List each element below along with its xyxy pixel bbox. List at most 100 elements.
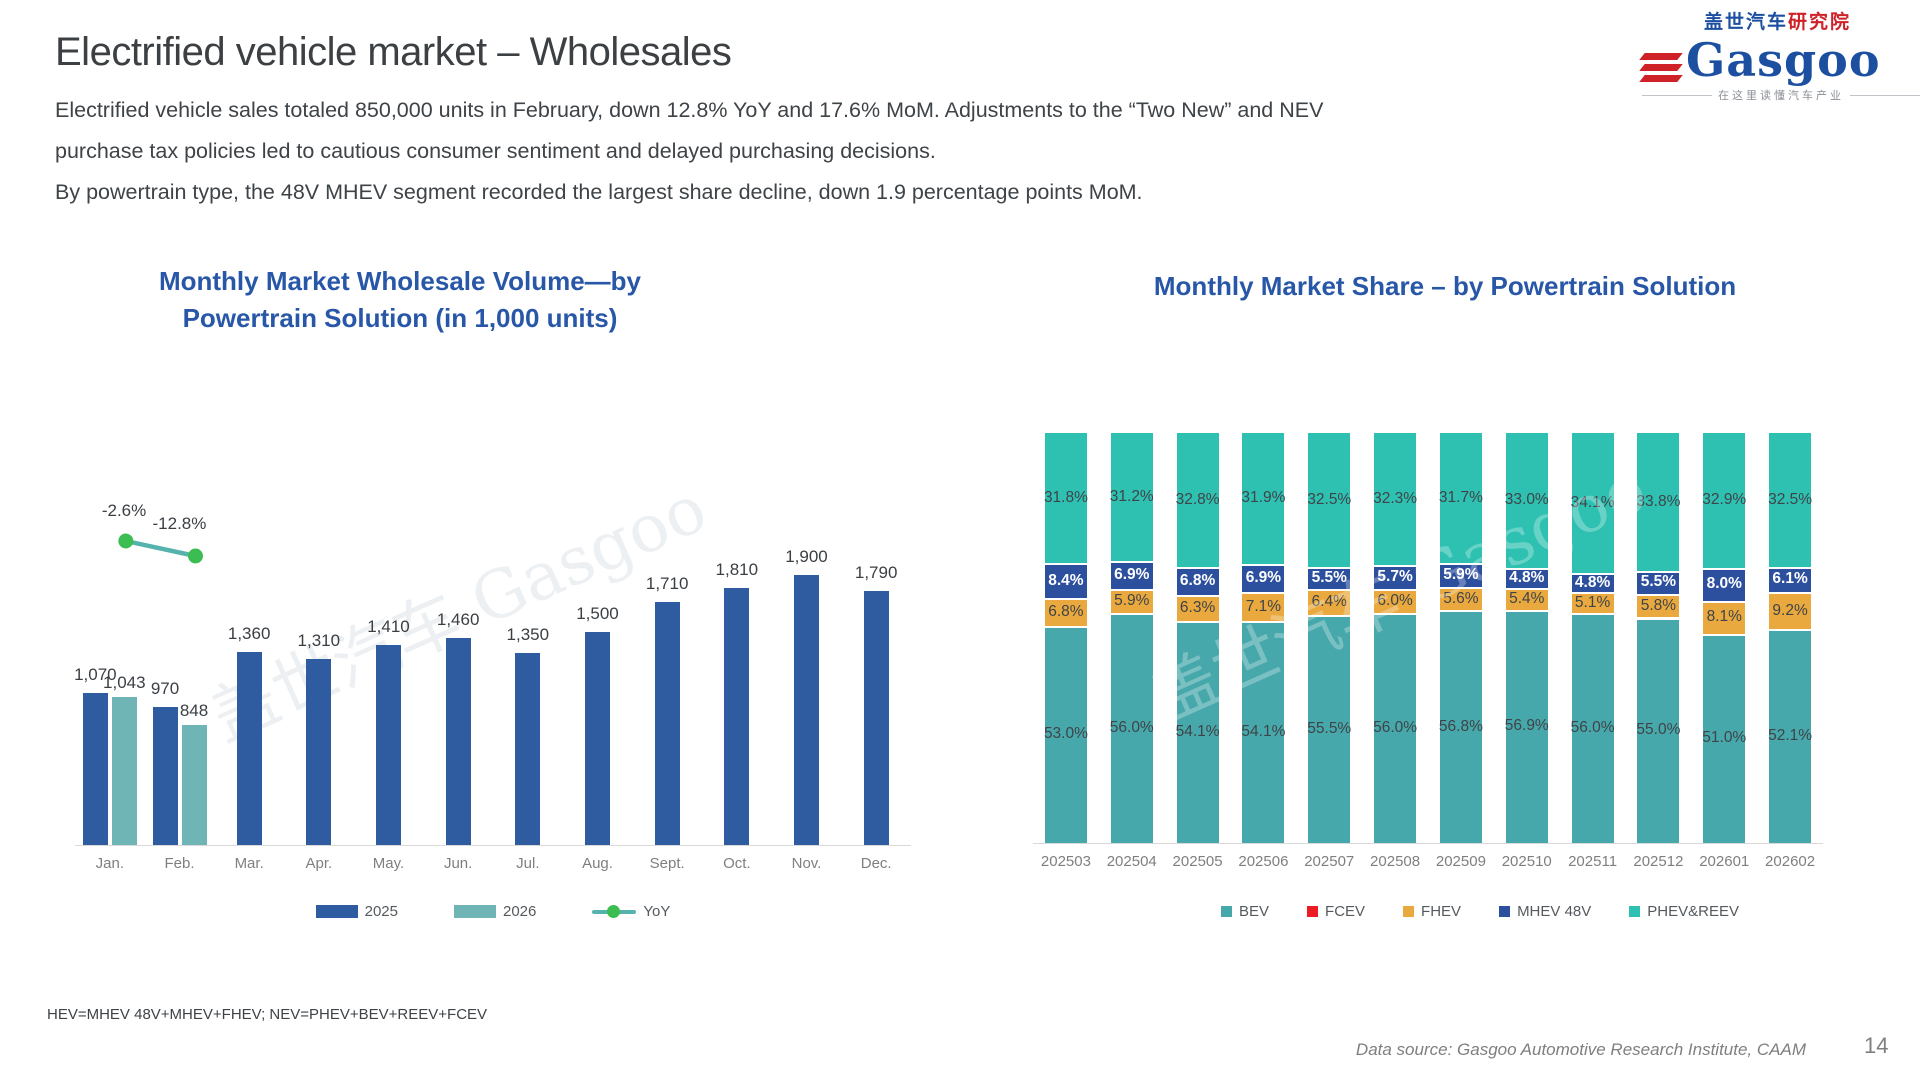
bar-2025-Feb. xyxy=(152,707,178,845)
segment-label-BEV-202505: 54.1% xyxy=(1175,723,1220,741)
bar-value-2025-Oct.: 1,810 xyxy=(715,560,759,579)
legend-swatch-phevreev xyxy=(1629,906,1641,917)
gasgoo-logo: 盖世汽车研究院 Gasgoo 在这里读懂汽车产业 xyxy=(1639,12,1920,103)
bar-2025-May. xyxy=(376,645,401,845)
summary-line-2: purchase tax policies led to cautious co… xyxy=(55,139,936,163)
legend-label-bev: BEV xyxy=(1239,903,1270,920)
logo-wordmark: Gasgoo xyxy=(1686,33,1881,87)
bar-2025-Sept. xyxy=(654,602,680,845)
x-axis-label-Nov.: Nov. xyxy=(791,855,822,872)
share-chart-title: Monthly Market Share – by Powertrain Sol… xyxy=(1153,271,1737,301)
segment-FHEV-202512 xyxy=(1637,593,1680,618)
x-axis-label-Mar.: Mar. xyxy=(234,855,264,872)
segment-label-PHEV&REEV-202601: 32.9% xyxy=(1702,491,1747,509)
bar-value-2025-Jun.: 1,460 xyxy=(436,610,480,629)
segment-FHEV-202510 xyxy=(1505,587,1548,610)
segment-BEV-202506 xyxy=(1242,621,1285,843)
legend-item-bev: BEV xyxy=(1221,903,1269,920)
segment-MHEV 48V-202505 xyxy=(1176,567,1219,596)
bar-2026-Feb. xyxy=(181,725,207,845)
segment-FHEV-202509 xyxy=(1439,587,1482,611)
segment-label-FHEV-202511: 5.1% xyxy=(1574,593,1611,611)
x-axis-label-Jul.: Jul. xyxy=(516,855,540,872)
segment-label-PHEV&REEV-202507: 32.5% xyxy=(1307,491,1352,509)
x-axis-label-Oct.: Oct. xyxy=(723,855,751,872)
bar-value-2025-Mar.: 1,360 xyxy=(227,624,271,643)
segment-label-FHEV-202503: 6.8% xyxy=(1048,602,1084,620)
legend-label-mhev48v: MHEV 48V xyxy=(1517,903,1592,920)
segment-label-MHEV 48V-202503: 8.4% xyxy=(1048,571,1084,589)
segment-label-FHEV-202507: 6.4% xyxy=(1311,593,1347,611)
segment-label-PHEV&REEV-202510: 33.0% xyxy=(1504,491,1549,509)
bar-2025-Nov. xyxy=(794,575,819,845)
segment-label-FHEV-202509: 5.6% xyxy=(1443,589,1479,607)
segment-PHEV&REEV-202512 xyxy=(1637,432,1680,572)
logo-chinese-title: 盖世汽车研究院 xyxy=(1704,12,1920,34)
yoy-label-Jan: -2.6% xyxy=(101,501,147,520)
legend-label-2025: 2025 xyxy=(364,903,398,920)
bar-2026-Jan. xyxy=(111,697,137,845)
segment-label-PHEV&REEV-202508: 32.3% xyxy=(1373,490,1418,508)
x-axis-label-202505: 202505 xyxy=(1172,853,1223,870)
segment-FHEV-202602 xyxy=(1769,591,1812,630)
x-axis-label-Dec.: Dec. xyxy=(860,855,892,872)
segment-FHEV-202505 xyxy=(1176,595,1219,622)
segment-label-FHEV-202512: 5.8% xyxy=(1640,596,1677,614)
legend-item-fcev: FCEV xyxy=(1307,903,1365,920)
segment-PHEV&REEV-202503 xyxy=(1044,433,1087,564)
volume-plot: Jan. Feb. Mar. Apr. May. Jun. Jul. Aug. Sept. Oct… xyxy=(74,400,911,872)
bar-value-2025-Nov.: 1,900 xyxy=(785,547,828,566)
summary-line-3: By powertrain type, the 48V MHEV segment… xyxy=(55,180,1143,204)
segment-label-BEV-202507: 55.5% xyxy=(1307,720,1352,738)
bar-2025-Oct. xyxy=(724,588,750,845)
segment-FHEV-202503 xyxy=(1044,597,1087,626)
segment-label-PHEV&REEV-202504: 31.2% xyxy=(1109,487,1154,505)
segment-label-MHEV 48V-202511: 4.8% xyxy=(1574,573,1611,591)
segment-MHEV 48V-202507 xyxy=(1308,566,1351,590)
x-axis-label-202504: 202504 xyxy=(1106,853,1157,870)
bar-2025-Jun. xyxy=(445,638,471,845)
x-axis-label-Sept.: Sept. xyxy=(649,855,685,872)
segment-BEV-202511 xyxy=(1571,613,1614,843)
x-axis-label-Apr.: Apr. xyxy=(305,855,333,872)
segment-label-MHEV 48V-202510: 4.8% xyxy=(1509,568,1545,586)
segment-label-FHEV-202504: 5.9% xyxy=(1114,592,1150,610)
legend-item-yoy: YoY xyxy=(592,903,670,920)
bar-2025-Apr. xyxy=(306,659,332,845)
legend-item-2025: 2025 xyxy=(315,903,398,920)
bar-value-2026-Feb.: 848 xyxy=(179,701,209,720)
segment-label-BEV-202512: 55.0% xyxy=(1636,721,1681,739)
footnote: HEV=MHEV 48V+MHEV+FHEV; NEV=PHEV+BEV+REE… xyxy=(47,1006,488,1023)
legend-item-phevreev: PHEV&REEV xyxy=(1629,903,1739,920)
legend-yoy-line-icon xyxy=(592,905,637,918)
x-axis-label-202511: 202511 xyxy=(1568,853,1618,870)
x-axis-label-202601: 202601 xyxy=(1699,853,1750,870)
segment-label-FHEV-202505: 6.3% xyxy=(1179,599,1216,617)
legend-swatch-fcev xyxy=(1307,906,1319,917)
segment-BEV-202508 xyxy=(1374,613,1417,843)
segment-label-BEV-202602: 52.1% xyxy=(1768,727,1813,745)
x-axis-label-Aug.: Aug. xyxy=(582,855,613,872)
segment-MHEV 48V-202510 xyxy=(1505,567,1548,588)
legend-label-2026: 2026 xyxy=(503,903,537,920)
legend-label-fcev: FCEV xyxy=(1325,903,1366,920)
bar-value-2025-Jan.: 1,070 xyxy=(74,665,117,684)
segment-label-PHEV&REEV-202511: 34.1% xyxy=(1570,493,1615,511)
page-title: Electrified vehicle market – Wholesales xyxy=(55,30,732,74)
legend-swatch-mhev48v xyxy=(1499,906,1511,917)
segment-label-FHEV-202601: 8.1% xyxy=(1706,608,1742,626)
legend-swatch-2025 xyxy=(315,905,358,918)
yoy-label-Feb: -12.8% xyxy=(152,514,207,533)
segment-MHEV 48V-202602 xyxy=(1769,566,1812,592)
x-axis-label-202602: 202602 xyxy=(1765,853,1816,870)
bar-value-2025-Jul.: 1,350 xyxy=(506,625,550,644)
logo-stripes-icon xyxy=(1639,52,1683,82)
legend-item-mhev48v: MHEV 48V xyxy=(1499,903,1591,920)
summary-text: Electrified vehicle sales totaled 850,00… xyxy=(55,90,1555,213)
segment-label-BEV-202508: 56.0% xyxy=(1373,719,1418,737)
segment-PHEV&REEV-202602 xyxy=(1769,433,1812,567)
segment-BEV-202504 xyxy=(1110,613,1153,843)
segment-label-BEV-202510: 56.9% xyxy=(1504,717,1549,735)
bar-2025-Dec. xyxy=(863,591,889,845)
